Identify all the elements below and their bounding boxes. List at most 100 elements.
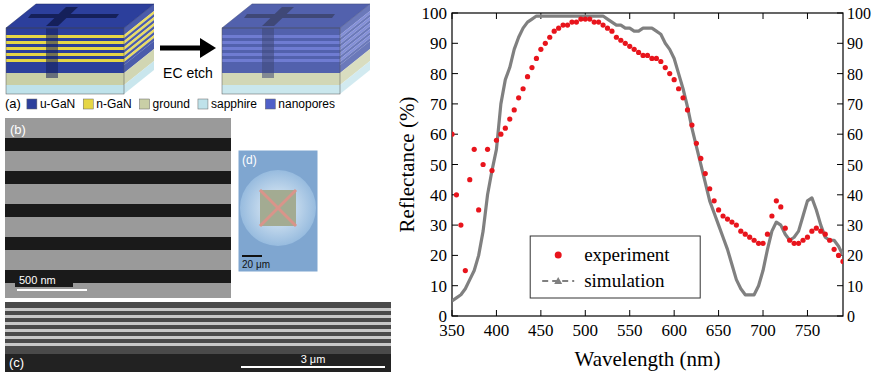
experiment-point (512, 107, 517, 112)
layer-front (6, 41, 124, 44)
legend-label: simulation (584, 270, 665, 291)
x-tick-top (763, 13, 764, 19)
experiment-point (658, 59, 663, 64)
layer-front (6, 47, 124, 50)
figure: EC etch(a)u-GaNn-GaNgroundsapphirenanopo… (0, 0, 877, 375)
x-tick-label: 650 (706, 321, 732, 340)
x-tick (496, 310, 497, 316)
experiment-point (809, 229, 814, 234)
experiment-point (720, 213, 725, 218)
x-tick-label: 500 (573, 321, 599, 340)
experiment-point (778, 204, 783, 209)
experiment-point (738, 229, 743, 234)
experiment-point (649, 56, 654, 61)
y2-tick-label: 40 (847, 187, 863, 204)
y2-tick-label: 90 (847, 35, 863, 52)
sem-light-band (5, 315, 391, 318)
optical-disk (240, 170, 316, 246)
arrow-head (200, 38, 216, 58)
experiment-point (636, 50, 641, 55)
experiment-point (760, 241, 765, 246)
y-tick-label: 0 (439, 307, 448, 326)
simulation-line (452, 16, 843, 301)
x-tick (807, 310, 808, 316)
layer-side (124, 61, 154, 94)
arrow-label: EC etch (163, 65, 213, 81)
experiment-point (818, 229, 823, 234)
y-tick (452, 225, 458, 226)
optical-image (238, 150, 318, 272)
legend-label: sapphire (211, 97, 257, 111)
legend-swatch (27, 99, 37, 109)
experiment-point (600, 23, 605, 28)
y-tick (452, 13, 458, 14)
experiment-point (543, 41, 548, 46)
experiment-point (632, 47, 637, 52)
plot-area (452, 16, 843, 301)
y-tick-label: 90 (430, 34, 447, 53)
x-tick (629, 310, 630, 316)
x-tick-top (807, 13, 808, 19)
y2-tick-label: 10 (847, 278, 863, 295)
x-tick-top (496, 13, 497, 19)
panel-label: (d) (242, 153, 257, 167)
optical-mesa (260, 190, 296, 226)
experiment-point (645, 53, 650, 58)
legend-box (530, 236, 700, 298)
scale-bar (241, 366, 385, 368)
y-tick-label: 10 (430, 277, 447, 296)
legend-label: ground (153, 97, 190, 111)
layer-front (6, 65, 124, 73)
top-face (6, 4, 154, 28)
arrow-shaft (160, 46, 204, 51)
scale-bar (17, 289, 87, 291)
optical-trench (260, 190, 296, 226)
legend-label: experiment (584, 244, 670, 265)
sem-image (5, 302, 391, 372)
experiment-point (792, 241, 797, 246)
y2-tick-label: 70 (847, 96, 863, 113)
x-tick (674, 310, 675, 316)
legend: experiment simulation (530, 236, 700, 298)
planar-block (6, 4, 154, 94)
layer-front (6, 56, 124, 59)
y2-tick-label: 20 (847, 247, 863, 264)
experiment-point (827, 238, 832, 243)
experiment-point (694, 141, 699, 146)
experiment-point (569, 19, 574, 24)
trench (28, 14, 119, 18)
x-tick-label: 750 (795, 321, 821, 340)
plot-frame (452, 13, 843, 316)
optical-trench (260, 190, 296, 226)
y2-tick-label: 30 (847, 217, 863, 234)
legend-swatch (140, 99, 150, 109)
y2-tick-label: 60 (847, 126, 863, 143)
experiment-point (529, 65, 534, 70)
layer-front (6, 35, 124, 38)
legend-swatch (83, 99, 93, 109)
experiment-point (836, 253, 841, 258)
experiment-point (476, 207, 481, 212)
y-tick (452, 43, 458, 44)
y-tick-label: 80 (430, 65, 447, 84)
legend-marker (554, 277, 562, 284)
x-tick (452, 310, 453, 316)
experiment-point (663, 65, 668, 70)
experiment-point (605, 26, 610, 31)
experiment-point (489, 168, 494, 173)
label-patch (15, 273, 73, 287)
experiment-point (507, 116, 512, 121)
experiment-point (707, 186, 712, 191)
experiment-point (823, 232, 828, 237)
experiment-point (503, 126, 508, 131)
layer-front (6, 38, 124, 41)
etched-block (222, 4, 370, 94)
x-tick-top (718, 13, 719, 19)
y2-tick (837, 134, 843, 135)
y2-tick-label: 50 (847, 157, 863, 174)
layer-front (6, 59, 124, 62)
experiment-point (703, 171, 708, 176)
experiment-point (654, 56, 659, 61)
x-tick-label: 450 (528, 321, 554, 340)
y2-tick-label: 80 (847, 66, 863, 83)
